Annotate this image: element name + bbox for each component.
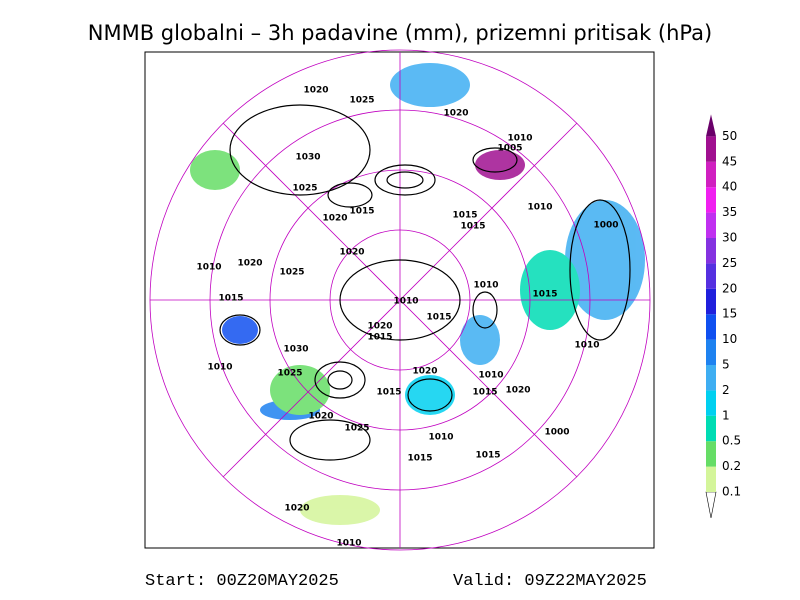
colorbar-bottom	[705, 491, 717, 519]
isobar-label: 1015	[460, 222, 485, 232]
isobar-label: 1015	[472, 388, 497, 398]
isobar-label: 1020	[412, 367, 437, 377]
colorbar-swatch	[706, 136, 716, 162]
isobar-label: 1005	[497, 144, 522, 154]
isobar-label: 1015	[376, 388, 401, 398]
isobar-label: 1030	[283, 345, 308, 355]
colorbar-swatch	[706, 466, 716, 492]
isobar-label: 1010	[473, 281, 498, 291]
isobar-label: 1010	[336, 539, 361, 549]
isobar-label: 1010	[428, 433, 453, 443]
graticule	[149, 49, 651, 551]
isobar-label: 1010	[574, 341, 599, 351]
isobar-label: 1015	[452, 211, 477, 221]
start-time: Start: 00Z20MAY2025	[145, 572, 339, 591]
isobar-label: 1020	[322, 214, 347, 224]
isobar-label: 1025	[279, 268, 304, 278]
colorbar-swatch	[706, 263, 716, 289]
colorbar-label: 2	[722, 383, 730, 397]
isobar-label: 1020	[505, 386, 530, 396]
isobar-label: 1025	[277, 369, 302, 379]
colorbar-swatch	[706, 441, 716, 467]
colorbar-swatch	[706, 339, 716, 365]
colorbar-swatch	[706, 212, 716, 238]
isobar-label: 1020	[443, 109, 468, 119]
isobar-label: 1015	[407, 454, 432, 464]
colorbar-swatch	[706, 161, 716, 188]
colorbar-swatch	[706, 365, 716, 391]
colorbar-label: 10	[722, 332, 737, 346]
isobar-label: 1015	[426, 313, 451, 323]
colorbar-label: 45	[722, 154, 737, 168]
isobar-label: 1010	[507, 134, 532, 144]
isobar-label: 1010	[393, 297, 418, 307]
isobar-label: 1015	[218, 294, 243, 304]
colorbar-label: 25	[722, 256, 737, 270]
colorbar-label: 15	[722, 307, 737, 321]
isobar-label: 1000	[544, 428, 569, 438]
colorbar-swatch	[706, 390, 716, 416]
valid-time: Valid: 09Z22MAY2025	[453, 572, 647, 591]
title: NMMB globalni – 3h padavine (mm), prizem…	[88, 21, 712, 45]
colorbar-swatch	[706, 187, 716, 213]
colorbar-top	[706, 114, 716, 137]
colorbar-label: 5	[722, 358, 730, 372]
isobar-label: 1025	[349, 96, 374, 106]
isobar-label: 1020	[284, 504, 309, 514]
colorbar-swatch	[706, 288, 716, 315]
colorbar-label: 0.5	[722, 434, 741, 448]
colorbar-swatch	[706, 238, 716, 264]
isobar-label: 1015	[475, 451, 500, 461]
isobar-label: 1020	[303, 86, 328, 96]
isobars	[219, 104, 631, 461]
isobar-label: 1000	[593, 221, 618, 231]
colorbar-label: 50	[722, 129, 737, 143]
colorbar-label: 20	[722, 281, 737, 295]
colorbar-label: 0.1	[722, 485, 741, 499]
colorbar-swatch	[706, 314, 716, 340]
colorbar-label: 1	[722, 408, 730, 422]
isobar-label: 1010	[207, 363, 232, 373]
isobar-label: 1010	[196, 263, 221, 273]
isobar-label: 1020	[367, 322, 392, 332]
isobar-label: 1010	[527, 203, 552, 213]
isobar-label: 1020	[339, 248, 364, 258]
isobar-label: 1030	[295, 153, 320, 163]
isobar-label: 1015	[532, 290, 557, 300]
isobar-label: 1020	[308, 412, 333, 422]
isobar-label: 1015	[367, 333, 392, 343]
colorbar-label: 0.2	[722, 459, 741, 473]
colorbar-swatch	[706, 415, 716, 442]
isobar-label: 1025	[292, 184, 317, 194]
isobar-label: 1010	[478, 371, 503, 381]
isobar-label: 1015	[349, 207, 374, 217]
isobar-label: 1020	[237, 259, 262, 269]
colorbar-label: 30	[722, 231, 737, 245]
colorbar-label: 35	[722, 205, 737, 219]
isobar-label: 1025	[344, 424, 369, 434]
colorbar-label: 40	[722, 180, 737, 194]
